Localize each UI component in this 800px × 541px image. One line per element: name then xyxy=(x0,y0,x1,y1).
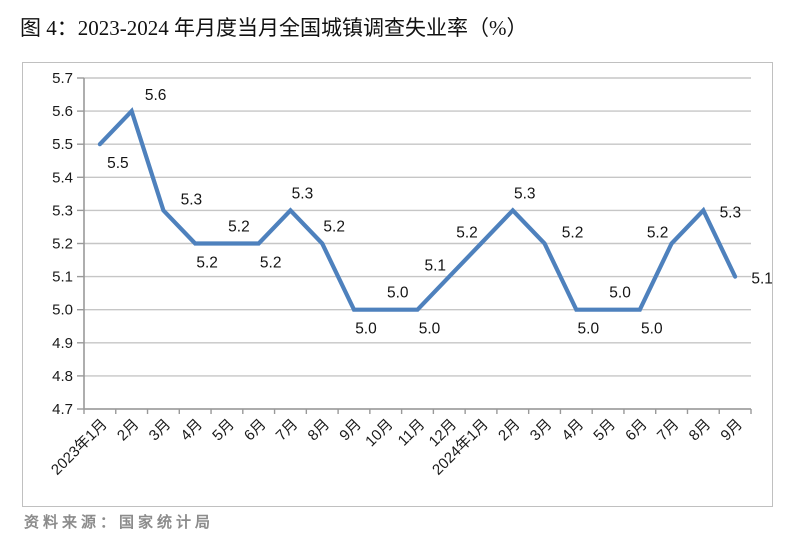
x-tick-label: 7月 xyxy=(654,416,683,445)
data-point-label: 5.2 xyxy=(323,219,345,236)
x-tick-label: 8月 xyxy=(686,416,715,445)
data-point-label: 5.1 xyxy=(424,258,446,275)
y-tick-label: 4.9 xyxy=(52,335,73,352)
data-point-label: 5.3 xyxy=(292,185,314,202)
unemployment-rate-line-chart: 5.7 5.6 5.5 5.4 5.3 5.2 5.1 5.0 4.9 4.8 4.72023年1月… xyxy=(48,70,772,479)
chart-container: 5.7 5.6 5.5 5.4 5.3 5.2 5.1 5.0 4.9 4.8 4.7 2023年1月… xyxy=(22,62,773,507)
data-point-label: 5.0 xyxy=(609,285,631,302)
data-point-label: 5.3 xyxy=(720,204,742,221)
data-point-label: 5.2 xyxy=(228,219,250,236)
x-tick-label: 2023年1月 xyxy=(48,416,111,479)
data-point-label: 5.2 xyxy=(562,225,584,242)
x-tick-label: 5月 xyxy=(590,416,619,445)
x-tick-label: 3月 xyxy=(527,416,556,445)
x-tick-label: 8月 xyxy=(305,416,334,445)
x-tick-label: 11月 xyxy=(395,416,429,450)
x-tick-label: 7月 xyxy=(273,416,302,445)
x-tick-label: 3月 xyxy=(146,416,175,445)
y-tick-label: 5.1 xyxy=(52,269,73,286)
data-point-label: 5.2 xyxy=(647,225,669,242)
x-tick-label: 4月 xyxy=(177,416,206,445)
data-point-label: 5.3 xyxy=(514,185,536,202)
series-line xyxy=(97,107,738,312)
x-tick-label: 2月 xyxy=(495,416,524,445)
x-tick-label: 6月 xyxy=(241,416,270,445)
data-point-label: 5.0 xyxy=(578,321,600,338)
data-point-label: 5.0 xyxy=(419,321,441,338)
data-point-label: 5.3 xyxy=(181,191,203,208)
data-point-label: 5.6 xyxy=(145,87,167,104)
y-tick-label: 4.7 xyxy=(52,401,73,418)
x-tick-label: 6月 xyxy=(622,416,651,445)
y-tick-label: 5.4 xyxy=(52,169,73,186)
y-tick-label: 5.5 xyxy=(52,136,73,153)
data-point-label: 5.0 xyxy=(641,321,663,338)
data-point-label: 5.2 xyxy=(196,255,218,272)
x-tick-label: 10月 xyxy=(362,416,396,450)
x-tick-label: 9月 xyxy=(717,416,746,445)
data-source-note: 资料来源：国家统计局 xyxy=(24,515,215,531)
y-tick-label: 5.6 xyxy=(52,103,73,120)
y-tick-label: 4.8 xyxy=(52,368,73,385)
y-tick-label: 5.2 xyxy=(52,236,73,253)
y-tick-label: 5.3 xyxy=(52,202,73,219)
x-tick-label: 4月 xyxy=(559,416,588,445)
data-point-label: 5.2 xyxy=(260,255,282,272)
x-tick-label: 2月 xyxy=(114,416,143,445)
x-tick-label: 9月 xyxy=(336,416,365,445)
chart-title: 图 4：2023-2024 年月度当月全国城镇调查失业率（%） xyxy=(20,16,528,40)
data-point-label: 5.5 xyxy=(107,155,129,172)
data-point-label: 5.0 xyxy=(355,321,377,338)
x-tick-label: 5月 xyxy=(209,416,238,445)
y-tick-label: 5.0 xyxy=(52,302,73,319)
data-point-label: 5.2 xyxy=(456,225,478,242)
data-point-label: 5.1 xyxy=(751,271,772,288)
y-tick-label: 5.7 xyxy=(52,70,73,87)
data-point-label: 5.0 xyxy=(387,285,409,302)
